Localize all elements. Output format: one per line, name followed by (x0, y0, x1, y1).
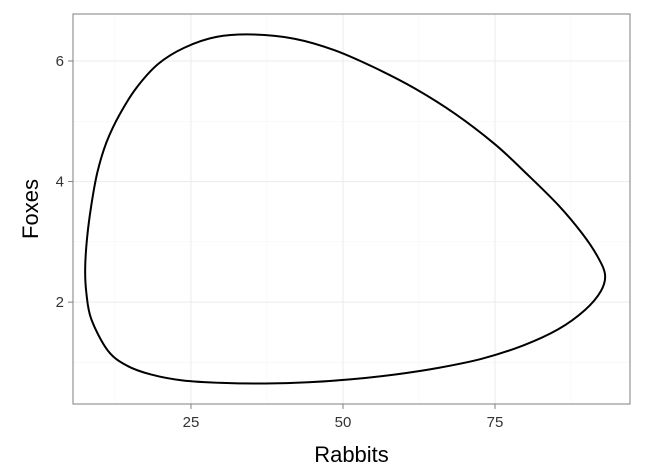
x-tick-label: 25 (183, 414, 200, 431)
y-tick-label: 6 (56, 53, 64, 70)
x-axis-title: Rabbits (314, 442, 389, 467)
plot-panel (73, 14, 630, 404)
y-axis-title: Foxes (18, 179, 43, 239)
y-tick-label: 2 (56, 294, 64, 311)
x-tick-label: 50 (335, 414, 352, 431)
grid (73, 14, 630, 404)
plot-border (72, 13, 631, 405)
series-line (84, 33, 607, 385)
x-axis: 25 50 75 (183, 404, 504, 431)
y-tick-label: 4 (56, 174, 64, 191)
y-axis: 2 4 6 (56, 53, 73, 311)
x-tick-label: 75 (487, 414, 504, 431)
